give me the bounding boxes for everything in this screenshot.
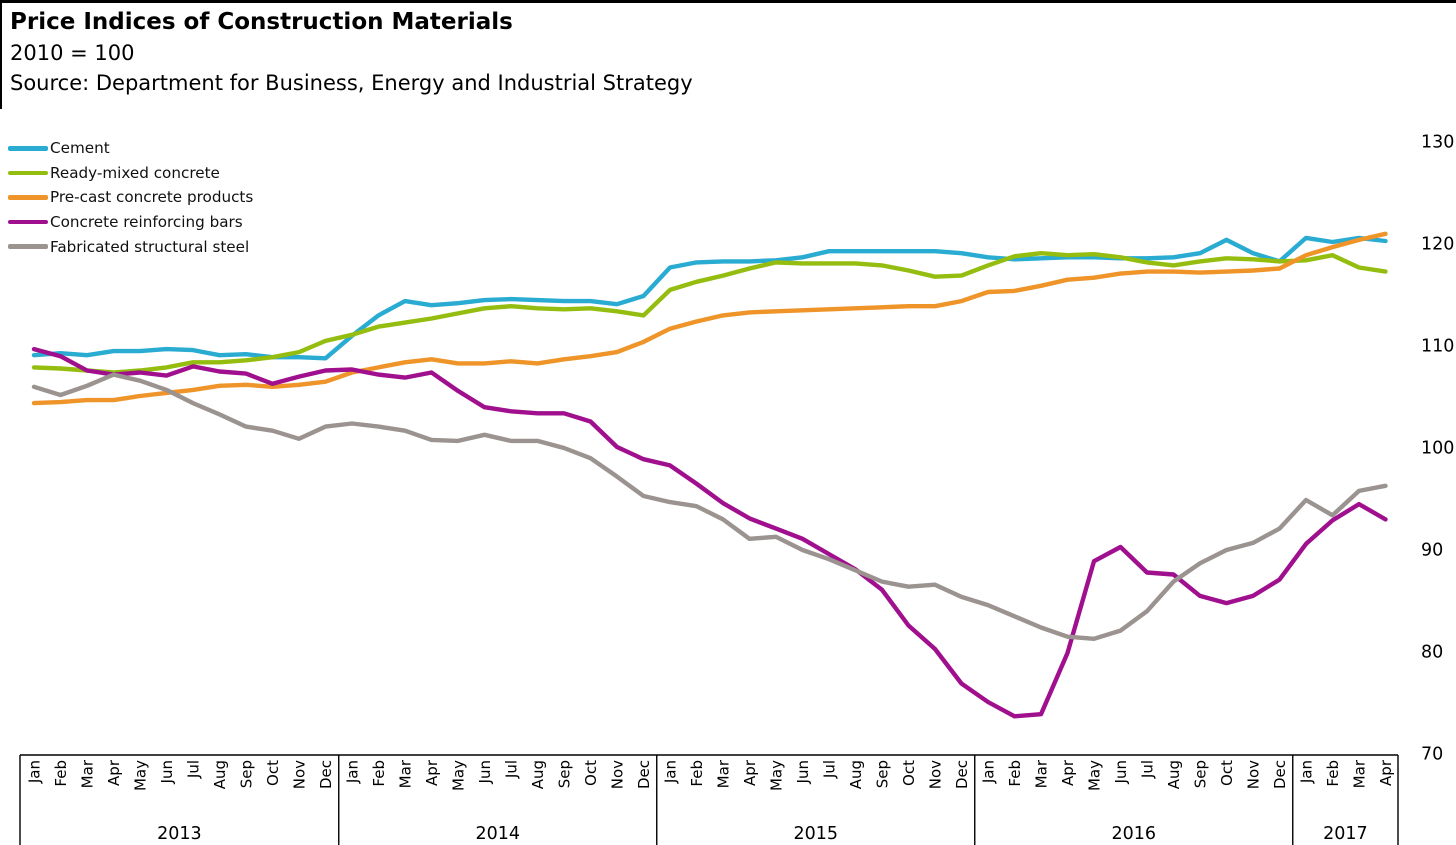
legend-label-concrete-reinforcing-bars: Concrete reinforcing bars [50, 213, 243, 232]
month-tick-label: Jul [503, 760, 521, 779]
fabricated-structural-steel-line-swatch [8, 244, 48, 249]
y-axis-tick-label: 70 [1421, 745, 1443, 765]
legend-label-fabricated-structural-steel: Fabricated structural steel [50, 237, 250, 256]
month-tick-label: Nov [291, 760, 309, 789]
y-axis-tick-label: 100 [1421, 439, 1454, 459]
cement-line-swatch [8, 146, 48, 151]
series-line-pre-cast-concrete-products [31, 231, 1388, 406]
y-axis-tick-label: 110 [1421, 337, 1454, 357]
legend-item-concrete-reinforcing-bars: Concrete reinforcing bars [8, 210, 253, 235]
month-tick-label: Jul [821, 760, 839, 779]
series-line-concrete-reinforcing-bars [31, 346, 1388, 719]
month-tick-label: Feb [688, 760, 706, 787]
month-tick-label: Dec [953, 760, 971, 789]
y-axis-tick-label: 80 [1421, 643, 1443, 663]
year-label: 2016 [1111, 824, 1156, 844]
series-line-ready-mixed-concrete [31, 250, 1388, 375]
month-tick-label: Sep [238, 760, 256, 788]
month-tick-label: Nov [927, 760, 945, 789]
month-tick-label: Dec [1271, 760, 1289, 789]
month-tick-label: Dec [635, 760, 653, 789]
month-tick-label: Mar [1351, 759, 1369, 788]
y-axis-tick-label: 120 [1421, 235, 1454, 255]
month-tick-label: Apr [105, 759, 123, 786]
month-tick-label: Apr [423, 759, 441, 786]
month-tick-label: Sep [556, 760, 574, 788]
month-tick-label: Nov [1245, 760, 1263, 789]
month-tick-label: Jan [26, 760, 44, 784]
month-tick-label: Aug [211, 760, 229, 789]
month-tick-label: Aug [847, 760, 865, 789]
legend-label-pre-cast-concrete-products: Pre-cast concrete products [50, 188, 254, 207]
concrete-reinforcing-bars-line-swatch [8, 219, 48, 225]
month-tick-label: Dec [317, 760, 335, 789]
month-tick-label: Sep [874, 760, 892, 788]
legend-item-pre-cast-concrete-products: Pre-cast concrete products [8, 185, 253, 210]
year-label: 2017 [1323, 824, 1368, 844]
month-tick-label: Oct [900, 760, 918, 786]
chart-header: Price Indices of Construction Materials … [10, 7, 693, 98]
month-tick-label: Feb [52, 760, 70, 787]
legend-label-cement: Cement [50, 139, 110, 158]
legend-item-fabricated-structural-steel: Fabricated structural steel [8, 234, 253, 259]
legend-label-ready-mixed-concrete: Ready-mixed concrete [50, 163, 220, 182]
month-tick-label: Nov [609, 760, 627, 789]
month-tick-label: Sep [1192, 760, 1210, 788]
month-tick-label: Feb [1006, 760, 1024, 787]
series-line-cement [31, 235, 1388, 361]
month-tick-label: Apr [1377, 759, 1395, 786]
year-label: 2015 [793, 824, 838, 844]
month-tick-label: Jun [476, 760, 494, 784]
month-tick-label: Apr [1059, 759, 1077, 786]
chart-subtitle: 2010 = 100 [10, 41, 135, 65]
month-tick-label: Mar [79, 759, 97, 788]
month-tick-label: Jan [1298, 760, 1316, 784]
legend-item-ready-mixed-concrete: Ready-mixed concrete [8, 161, 253, 186]
year-label: 2013 [157, 824, 202, 844]
month-tick-label: Jan [980, 760, 998, 784]
month-tick-label: Aug [529, 760, 547, 789]
month-tick-label: May [1086, 760, 1104, 791]
month-tick-label: Apr [741, 759, 759, 786]
chart-source: Source: Department for Business, Energy … [10, 71, 693, 95]
month-tick-label: Jun [794, 760, 812, 784]
month-tick-label: Oct [264, 760, 282, 786]
month-tick-label: Jan [344, 760, 362, 784]
month-tick-label: Jun [158, 760, 176, 784]
month-tick-label: Jul [185, 760, 203, 779]
month-tick-label: Oct [582, 760, 600, 786]
page-left-border [0, 3, 2, 109]
month-tick-label: Mar [715, 759, 733, 788]
price-indices-chart: 70 80 90 100 110 120 130 Jan Feb Mar Apr May Jun Jul A… [19, 133, 1454, 845]
y-axis-tick-label: 90 [1421, 541, 1443, 561]
ready-mixed-concrete-line-swatch [8, 170, 48, 176]
pre-cast-concrete-products-line-swatch [8, 195, 48, 200]
month-tick-label: Mar [397, 759, 415, 788]
month-tick-label: May [132, 760, 150, 791]
month-tick-label: Jun [1112, 760, 1130, 784]
page-title: Price Indices of Construction Materials [10, 9, 513, 35]
month-tick-label: Jan [662, 760, 680, 784]
month-tick-label: May [768, 760, 786, 791]
series-line-fabricated-structural-steel [31, 372, 1388, 641]
month-tick-label: May [450, 760, 468, 791]
month-tick-label: Jul [1139, 760, 1157, 779]
y-axis-tick-label: 130 [1421, 133, 1454, 153]
month-tick-label: Feb [1324, 760, 1342, 787]
year-label: 2014 [475, 824, 520, 844]
month-tick-label: Feb [370, 760, 388, 787]
month-tick-label: Mar [1033, 759, 1051, 788]
month-tick-label: Aug [1165, 760, 1183, 789]
month-tick-label: Oct [1218, 760, 1236, 786]
chart-legend: Cement Ready-mixed concrete Pre-cast con… [8, 136, 253, 259]
legend-item-cement: Cement [8, 136, 253, 161]
